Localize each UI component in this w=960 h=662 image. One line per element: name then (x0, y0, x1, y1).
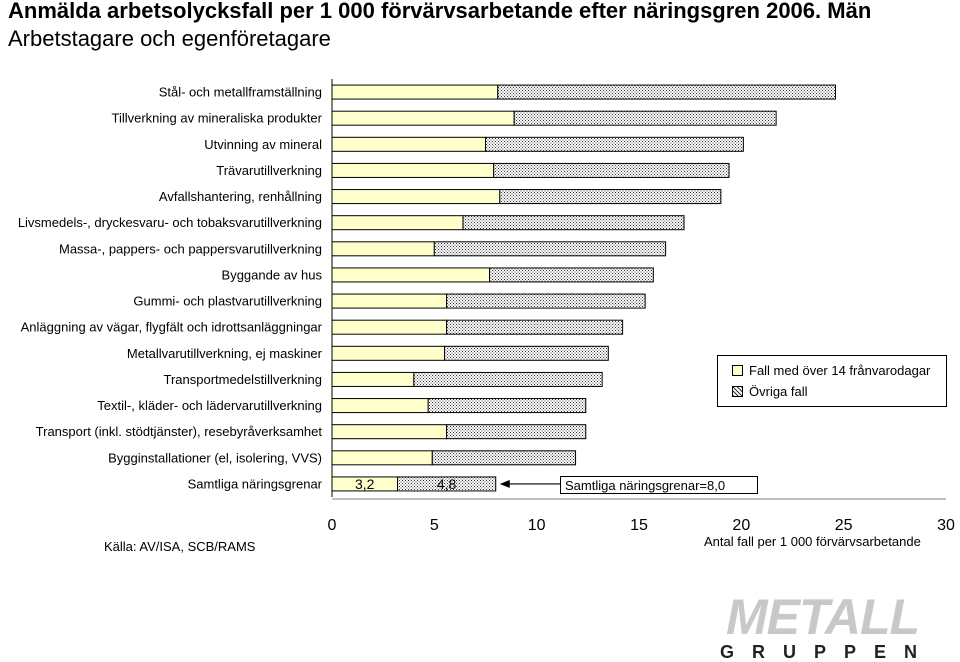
bar-segment-other (446, 293, 646, 309)
bar-segment-severe (331, 110, 515, 126)
bar-segment-other (446, 424, 587, 440)
chart-title: Anmälda arbetsolycksfall per 1 000 förvä… (8, 0, 872, 23)
bar-segment-other (462, 215, 685, 231)
x-tick-label: 20 (732, 517, 750, 534)
bar-segment-severe (331, 293, 448, 309)
bar-segment-severe (331, 84, 499, 100)
legend-label-other: Övriga fall (749, 384, 808, 399)
category-label: Textil-, kläder- och lädervarutillverkni… (97, 398, 322, 413)
category-label: Bygginstallationer (el, isolering, VVS) (108, 450, 322, 465)
x-tick-label: 5 (430, 517, 439, 534)
category-label: Massa-, pappers- och pappersvarutillverk… (59, 241, 322, 256)
bar-segment-other (413, 371, 603, 387)
x-tick-label: 30 (937, 517, 955, 534)
category-label: Gummi- och plastvarutillverkning (133, 294, 322, 309)
legend-item-severe: Fall med över 14 frånvarodagar (732, 363, 930, 378)
bar-segment-other (485, 136, 744, 152)
bar-segment-other (396, 476, 497, 492)
category-label: Byggande av hus (222, 267, 323, 282)
category-label: Anläggning av vägar, flygfält och idrott… (21, 320, 323, 335)
legend: Fall med över 14 frånvarodagar Övriga fa… (717, 355, 947, 407)
bar-segment-severe (331, 424, 448, 440)
category-label: Utvinning av mineral (204, 137, 322, 152)
bar-segment-other (493, 162, 730, 178)
category-label: Trävarutillverkning (216, 163, 322, 178)
category-label: Avfallshantering, renhållning (159, 189, 322, 204)
x-axis-label: Antal fall per 1 000 förvärvsarbetande (704, 534, 921, 549)
bar-segment-severe (331, 398, 429, 414)
metall-gruppen-logo: METALL GRUPPEN (712, 589, 952, 662)
bar-segment-severe (331, 345, 446, 361)
category-label: Metallvarutillverkning, ej maskiner (127, 346, 323, 361)
callout-arrowhead (499, 479, 510, 488)
total-callout: Samtliga näringsgrenar=8,0 (560, 476, 758, 494)
data-label: 3,2 (355, 476, 375, 492)
bar-segment-other (513, 110, 777, 126)
chart-subtitle: Arbetstagare och egenföretagare (8, 26, 331, 51)
category-label: Tillverkning av mineraliska produkter (112, 111, 323, 126)
bar-segment-severe (331, 267, 491, 283)
category-label: Stål- och metallframställning (159, 85, 322, 100)
x-tick-label: 10 (528, 517, 546, 534)
bar-segment-severe (331, 450, 433, 466)
category-label: Samtliga näringsgrenar (188, 476, 323, 491)
x-tick-label: 0 (328, 517, 337, 534)
x-tick-label: 25 (835, 517, 853, 534)
bar-segment-severe (331, 319, 448, 335)
bar-segment-other (499, 189, 722, 205)
bar-segment-severe (331, 371, 415, 387)
category-label: Transport (inkl. stödtjänster), resebyrå… (36, 424, 323, 439)
legend-swatch-other (732, 386, 743, 397)
bar-segment-other (427, 398, 587, 414)
bar-segment-severe (331, 241, 435, 257)
category-label: Livsmedels-, dryckesvaru- och tobaksvaru… (18, 215, 322, 230)
bar-segment-other (444, 345, 609, 361)
x-tick-label: 15 (630, 517, 648, 534)
legend-label-severe: Fall med över 14 frånvarodagar (749, 363, 931, 378)
bar-segment-other (446, 319, 624, 335)
bar-segment-other (433, 241, 667, 257)
data-label: 4,8 (437, 476, 457, 492)
logo-subtext: GRUPPEN (720, 642, 936, 662)
bar-segment-severe (331, 189, 501, 205)
legend-swatch-severe (732, 365, 743, 376)
legend-item-other: Övriga fall (732, 384, 808, 399)
bar-segment-other (497, 84, 836, 100)
bar-segment-other (431, 450, 577, 466)
bar-segment-severe (331, 215, 464, 231)
category-label: Transportmedelstillverkning (164, 372, 322, 387)
bar-segment-other (489, 267, 654, 283)
bar-segment-severe (331, 162, 495, 178)
logo-wordmark: METALL (726, 589, 920, 645)
bar-segment-severe (331, 136, 486, 152)
source-note: Källa: AV/ISA, SCB/RAMS (104, 539, 256, 554)
